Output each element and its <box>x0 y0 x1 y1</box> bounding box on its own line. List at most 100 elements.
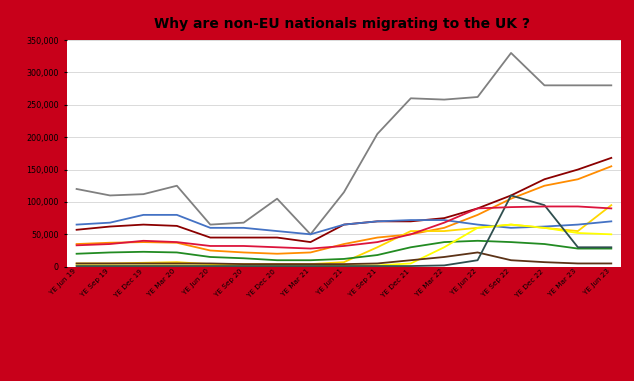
Study <box>507 51 515 55</box>
Study <box>340 190 347 194</box>
Asylum <box>441 220 448 225</box>
Humanitarian - Hong Kong <box>607 232 615 237</box>
Line: Study: Study <box>77 53 611 234</box>
Humanitarian - Ukraine <box>240 264 247 268</box>
Family <box>574 223 581 227</box>
Family <box>441 218 448 223</box>
Humanitarian - Hong Kong <box>107 263 114 268</box>
Student dependant <box>474 226 481 230</box>
Worker's dependant <box>307 250 314 255</box>
Student dependant <box>139 261 147 265</box>
Student dependant <box>407 229 415 233</box>
Humanitarian - Ukraine <box>107 264 114 268</box>
Work <box>139 223 147 227</box>
Asylum <box>340 244 347 248</box>
Student dependant <box>307 262 314 266</box>
Student dependant <box>340 260 347 264</box>
Asylum <box>107 242 114 247</box>
Work <box>173 224 181 228</box>
Family <box>373 219 381 224</box>
Humanitarian -Afghanistan <box>507 258 515 263</box>
Other <box>340 257 347 261</box>
Work <box>207 235 214 240</box>
Study <box>407 96 415 101</box>
Other <box>307 258 314 263</box>
Humanitarian - Hong Kong <box>373 263 381 268</box>
Humanitarian - Ukraine <box>474 258 481 263</box>
Asylum <box>541 204 548 209</box>
Line: Family: Family <box>77 215 611 234</box>
Humanitarian -Afghanistan <box>139 261 147 266</box>
Humanitarian - Ukraine <box>607 245 615 250</box>
Family <box>273 229 281 233</box>
Asylum <box>173 240 181 244</box>
Family <box>139 213 147 217</box>
Humanitarian - Hong Kong <box>273 263 281 268</box>
Asylum <box>307 246 314 251</box>
Other <box>173 250 181 255</box>
Work <box>373 219 381 224</box>
Other <box>107 250 114 255</box>
Humanitarian - Hong Kong <box>340 263 347 268</box>
Study <box>107 193 114 198</box>
Student dependant <box>507 223 515 227</box>
Student dependant <box>541 226 548 230</box>
Other <box>574 246 581 251</box>
Humanitarian - Ukraine <box>574 245 581 250</box>
Work <box>273 235 281 240</box>
Work <box>541 177 548 182</box>
Family <box>207 226 214 230</box>
Humanitarian - Hong Kong <box>507 223 515 227</box>
Other <box>207 255 214 259</box>
Family <box>240 226 247 230</box>
Humanitarian - Hong Kong <box>474 226 481 230</box>
Humanitarian - Hong Kong <box>307 263 314 268</box>
Humanitarian - Ukraine <box>307 264 314 268</box>
Humanitarian - Ukraine <box>541 203 548 207</box>
Other <box>139 250 147 254</box>
Family <box>173 213 181 217</box>
Work <box>307 240 314 244</box>
Humanitarian -Afghanistan <box>474 250 481 255</box>
Worker's dependant <box>541 184 548 188</box>
Work <box>73 227 81 232</box>
Work <box>107 224 114 229</box>
Worker's dependant <box>139 240 147 244</box>
Humanitarian -Afghanistan <box>73 261 81 266</box>
Line: Worker's dependant: Worker's dependant <box>77 166 611 254</box>
Humanitarian - Hong Kong <box>240 263 247 268</box>
Asylum <box>407 232 415 237</box>
Worker's dependant <box>407 232 415 237</box>
Other <box>541 242 548 247</box>
Family <box>307 232 314 237</box>
Line: Humanitarian -Afghanistan: Humanitarian -Afghanistan <box>77 253 611 264</box>
Study <box>373 132 381 136</box>
Student dependant <box>441 229 448 233</box>
Humanitarian - Ukraine <box>273 264 281 268</box>
Line: Work: Work <box>77 158 611 242</box>
Study <box>541 83 548 88</box>
Humanitarian -Afghanistan <box>240 262 247 266</box>
Humanitarian - Hong Kong <box>574 231 581 235</box>
Worker's dependant <box>607 164 615 169</box>
Humanitarian - Ukraine <box>407 264 415 268</box>
Family <box>407 218 415 223</box>
Humanitarian - Hong Kong <box>139 263 147 268</box>
Humanitarian -Afghanistan <box>107 261 114 266</box>
Line: Student dependant: Student dependant <box>77 205 611 264</box>
Asylum <box>73 243 81 248</box>
Study <box>607 83 615 88</box>
Study <box>574 83 581 88</box>
Work <box>441 216 448 220</box>
Study <box>474 95 481 99</box>
Family <box>507 226 515 230</box>
Line: Asylum: Asylum <box>77 207 611 248</box>
Other <box>73 251 81 256</box>
Other <box>273 258 281 263</box>
Humanitarian -Afghanistan <box>607 261 615 266</box>
Asylum <box>574 204 581 209</box>
Worker's dependant <box>474 213 481 217</box>
Study <box>173 184 181 188</box>
Worker's dependant <box>173 240 181 245</box>
Humanitarian - Ukraine <box>340 264 347 268</box>
